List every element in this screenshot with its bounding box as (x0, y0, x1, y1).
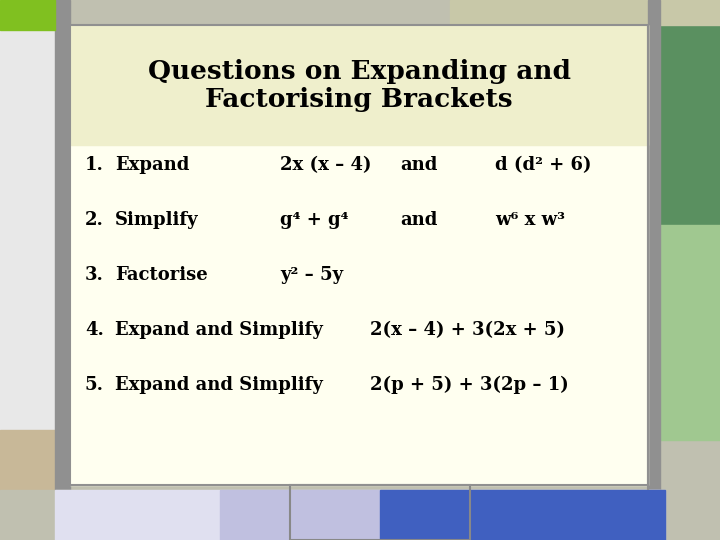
Bar (55, 0, 70, 540)
Text: 2x (x – 4): 2x (x – 4) (280, 156, 372, 174)
Bar (660, 225, 720, 440)
Text: g⁴ + g⁴: g⁴ + g⁴ (280, 211, 348, 229)
Bar (0, 0, 55, 30)
Text: 2(x – 4) + 3(2x + 5): 2(x – 4) + 3(2x + 5) (370, 321, 565, 339)
Bar (55, 490, 660, 540)
Text: Expand and Simplify: Expand and Simplify (115, 321, 323, 339)
Text: Factorise: Factorise (115, 266, 208, 284)
Text: 1.: 1. (85, 156, 104, 174)
Text: w⁶ x w³: w⁶ x w³ (495, 211, 565, 229)
Bar (220, 490, 665, 540)
Bar (70, 30, 125, 95)
Text: 2(p + 5) + 3(2p – 1): 2(p + 5) + 3(2p – 1) (370, 376, 569, 394)
Text: 2.: 2. (85, 211, 104, 229)
Text: Simplify: Simplify (115, 211, 199, 229)
Text: and: and (400, 211, 437, 229)
Bar (70, 25, 648, 485)
Text: 3.: 3. (85, 266, 104, 284)
Text: Questions on Expanding and: Questions on Expanding and (148, 59, 570, 84)
Text: 5.: 5. (85, 376, 104, 394)
Text: y² – 5y: y² – 5y (280, 266, 343, 284)
Text: and: and (400, 156, 437, 174)
Bar (70, 25, 648, 145)
Text: Expand: Expand (115, 156, 189, 174)
Bar (0, 0, 55, 430)
Bar (380, 490, 665, 540)
Text: Expand and Simplify: Expand and Simplify (115, 376, 323, 394)
Bar (450, 0, 660, 25)
Bar (660, 0, 720, 25)
Bar (0, 490, 720, 540)
Bar (660, 25, 720, 225)
Text: d (d² + 6): d (d² + 6) (495, 156, 592, 174)
Bar (0, 430, 55, 540)
Bar (290, 485, 470, 540)
Text: 4.: 4. (85, 321, 104, 339)
Text: Factorising Brackets: Factorising Brackets (205, 87, 513, 112)
Bar (648, 0, 660, 540)
Bar (70, 25, 648, 485)
